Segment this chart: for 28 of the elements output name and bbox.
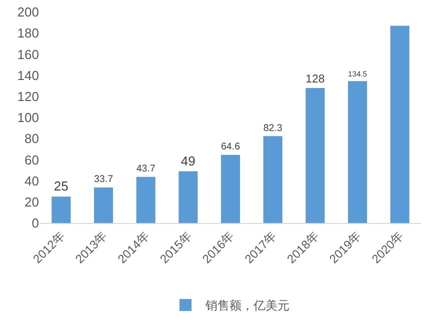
bar	[390, 26, 410, 223]
y-tick-label: 200	[17, 4, 39, 20]
y-tick-label: 0	[32, 216, 39, 231]
data-label: 128	[306, 73, 325, 86]
bar	[263, 136, 282, 223]
y-tick-label: 180	[17, 26, 39, 41]
data-label: 25	[54, 178, 68, 194]
data-label: 82.3	[263, 122, 282, 134]
legend-label: 销售额，亿美元	[204, 298, 290, 313]
y-tick-label: 20	[24, 194, 39, 210]
bar	[52, 196, 71, 223]
bar	[306, 88, 325, 223]
data-label: 33.7	[94, 174, 114, 186]
y-tick-label: 160	[17, 46, 39, 62]
y-tick-label: 60	[24, 152, 39, 168]
data-label: 64.6	[220, 142, 240, 153]
data-label: 49	[180, 153, 196, 168]
bar	[220, 154, 240, 223]
y-tick-label: 140	[17, 68, 39, 83]
bar	[348, 81, 368, 223]
bar	[94, 187, 114, 223]
bar	[136, 176, 156, 223]
y-tick-label: 120	[17, 88, 39, 104]
data-label: 43.7	[136, 164, 156, 175]
bar	[178, 171, 198, 223]
y-tick-label: 40	[24, 173, 39, 188]
y-tick-label: 80	[24, 131, 39, 146]
y-tick-label: 100	[17, 110, 39, 126]
